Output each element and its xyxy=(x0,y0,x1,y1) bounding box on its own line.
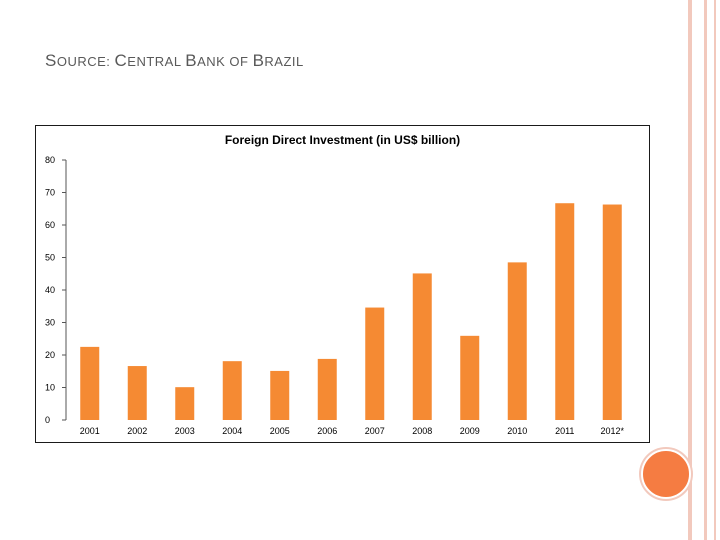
y-tick-label: 70 xyxy=(45,188,55,198)
decor-circle xyxy=(641,449,691,499)
chart-title: Foreign Direct Investment (in US$ billio… xyxy=(224,133,461,147)
x-tick-label: 2001 xyxy=(80,426,100,436)
y-tick-label: 60 xyxy=(45,220,55,230)
y-tick-label: 30 xyxy=(45,318,55,328)
decor-rail-outer xyxy=(688,0,692,540)
y-tick-label: 50 xyxy=(45,253,55,263)
y-tick-label: 0 xyxy=(45,415,50,425)
x-tick-label: 2011 xyxy=(555,426,574,436)
bar-2011 xyxy=(555,203,575,420)
source-caption-part-2: ENTRAL xyxy=(127,54,186,69)
x-tick-label: 2010 xyxy=(507,426,527,436)
bar-2010 xyxy=(507,262,527,420)
x-tick-label: 2008 xyxy=(412,426,432,436)
bar-chart: 0 10 20 30 40 50 60 70 80 2001 2002 2003 2004 2005 200… xyxy=(45,155,625,436)
x-tick-label: 2012* xyxy=(600,426,624,436)
source-caption-initial-b2: B xyxy=(252,51,265,70)
source-caption-part-1: OURCE: xyxy=(56,54,115,69)
x-tick-label: 2004 xyxy=(222,426,242,436)
source-caption-part-3: ANK OF xyxy=(197,54,253,69)
bar-2001 xyxy=(80,346,100,420)
bar-2004 xyxy=(222,361,242,420)
x-tick-label: 2002 xyxy=(127,426,147,436)
x-tick-label: 2007 xyxy=(365,426,385,436)
bar-2002 xyxy=(127,366,147,420)
bar-2008 xyxy=(412,273,432,420)
y-tick-label: 10 xyxy=(45,383,55,393)
x-tick-label: 2003 xyxy=(175,426,195,436)
decor-rail-inner xyxy=(714,0,716,540)
source-caption-initial-b: B xyxy=(185,51,198,70)
x-tick-label: 2009 xyxy=(460,426,480,436)
decor-rail-middle xyxy=(704,0,707,540)
bar-2003 xyxy=(175,387,195,420)
bar-2009 xyxy=(460,335,480,420)
y-tick-label: 20 xyxy=(45,350,55,360)
bar-2007 xyxy=(365,307,385,420)
x-tick-label: 2006 xyxy=(317,426,337,436)
bar-2005 xyxy=(270,370,290,420)
y-tick-label: 40 xyxy=(45,285,55,295)
source-caption-initial-s: S xyxy=(45,51,57,70)
bar-2006 xyxy=(317,358,337,420)
source-caption-initial-c: C xyxy=(114,51,128,70)
x-tick-label: 2005 xyxy=(270,426,290,436)
source-caption-part-4: RAZIL xyxy=(264,54,304,69)
bar-2012-estimate xyxy=(602,204,622,420)
source-caption: SOURCE: CENTRAL BANK OF BRAZIL xyxy=(45,51,304,71)
y-tick-label: 80 xyxy=(45,155,55,165)
chart-frame: Foreign Direct Investment (in US$ billio… xyxy=(35,125,650,443)
